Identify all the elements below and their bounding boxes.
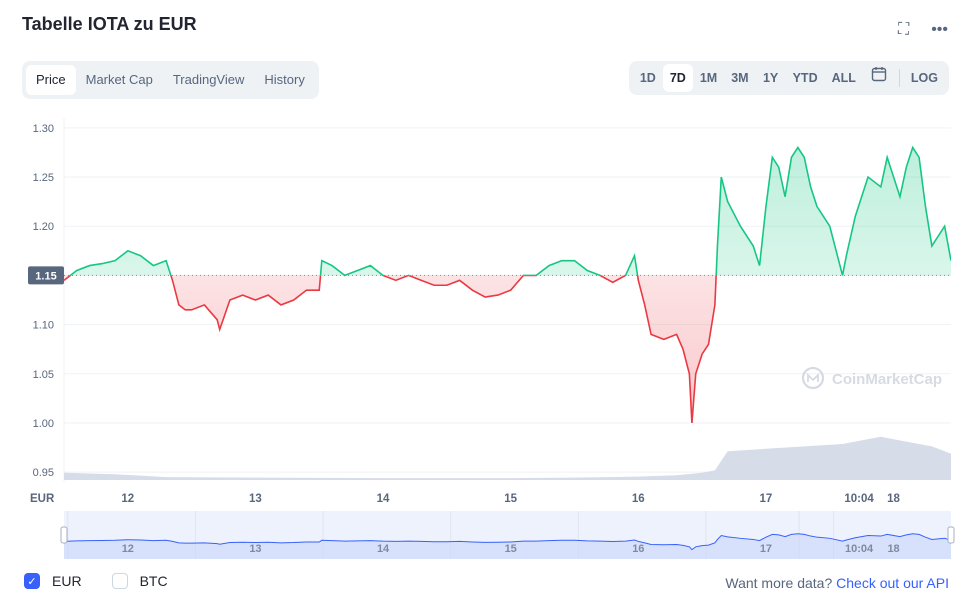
tab-market-cap[interactable]: Market Cap [85,72,153,87]
tab-price[interactable]: Price [26,65,76,95]
navigator-tick-label: 17 [760,543,772,555]
x-tick-label: 15 [504,493,517,505]
y-tick-label: 1.05 [33,369,54,381]
more-icon[interactable]: ••• [931,21,948,38]
baseline-label: 1.15 [35,270,56,282]
y-tick-label: 1.00 [33,418,54,430]
btc-checkbox[interactable] [111,573,128,589]
volume-area [64,436,951,480]
y-tick-label: 0.95 [33,467,54,479]
navigator-tick-label: 15 [505,543,517,555]
calendar-icon[interactable] [863,64,895,92]
x-tick-label: 12 [121,493,134,505]
price-area-up [64,147,951,276]
x-tick-label: 13 [249,493,262,505]
log-toggle[interactable]: LOG [910,71,938,85]
navigator-handle-left[interactable] [60,526,68,544]
x-tick-label: 14 [377,493,390,505]
fullscreen-icon[interactable]: ⛶ [897,21,910,38]
time-range-selector: 1D 7D 1M 3M 1Y YTD ALL LOG [628,61,949,95]
navigator-tick-label: 12 [122,543,134,555]
range-1m[interactable]: 1M [699,71,718,85]
y-tick-label: 1.25 [33,172,54,184]
watermark-logo-ring [801,366,825,390]
btc-label: BTC [139,573,168,589]
tab-tradingview[interactable]: TradingView [172,72,245,87]
tab-history[interactable]: History [264,72,305,87]
range-3m[interactable]: 3M [731,71,749,85]
price-area-down [64,275,717,423]
coinmarketcap-logo-icon: CoinMarketCap [801,366,942,390]
y-tick-label: 1.20 [33,221,54,233]
range-7d[interactable]: 7D [662,64,693,92]
navigator-handle-right[interactable] [947,526,955,544]
x-tick-label: 18 [887,493,900,505]
baseline-badge [28,266,64,285]
x-tick-label: 16 [632,493,645,505]
x-tick-label: 17 [760,493,773,505]
navigator-tick-label: 13 [249,543,261,555]
range-divider [898,69,900,87]
chart-tabs: Price Market Cap TradingView History [22,61,319,99]
price-chart[interactable]: 1.30 1.25 1.20 1.10 1.05 1.00 0.95 1.15 12 13 14 15… [0,110,974,565]
eur-label: EUR [52,573,82,589]
api-promo: Want more data? Check out our API [725,575,949,591]
api-prompt: Want more data? [725,575,833,591]
range-ytd[interactable]: YTD [792,71,818,85]
navigator-line [63,533,952,551]
y-tick-label: 1.10 [33,320,54,332]
currency-axis-label: EUR [30,493,55,505]
navigator-tick-label: 16 [632,543,644,555]
watermark-logo-mark [807,372,819,382]
eur-checkbox[interactable]: ✓ [24,573,40,589]
api-link[interactable]: Check out our API [836,575,949,591]
currency-options: ✓ EUR BTC [24,573,198,589]
watermark-text: CoinMarketCap [832,371,942,388]
navigator-tick-label: 10:04 [845,543,874,555]
top-icons: ⛶ ••• [898,20,948,40]
page-title: Tabelle IOTA zu EUR [22,14,197,34]
navigator-tick-label: 14 [377,543,390,555]
price-line-down [64,275,844,424]
range-all[interactable]: ALL [831,71,856,85]
x-tick-label: 10:04 [844,493,874,505]
range-1y[interactable]: 1Y [762,71,779,85]
range-1d[interactable]: 1D [639,71,656,85]
navigator-tick-label: 18 [887,543,899,555]
y-tick-label: 1.30 [33,123,54,135]
navigator-area [64,533,951,559]
